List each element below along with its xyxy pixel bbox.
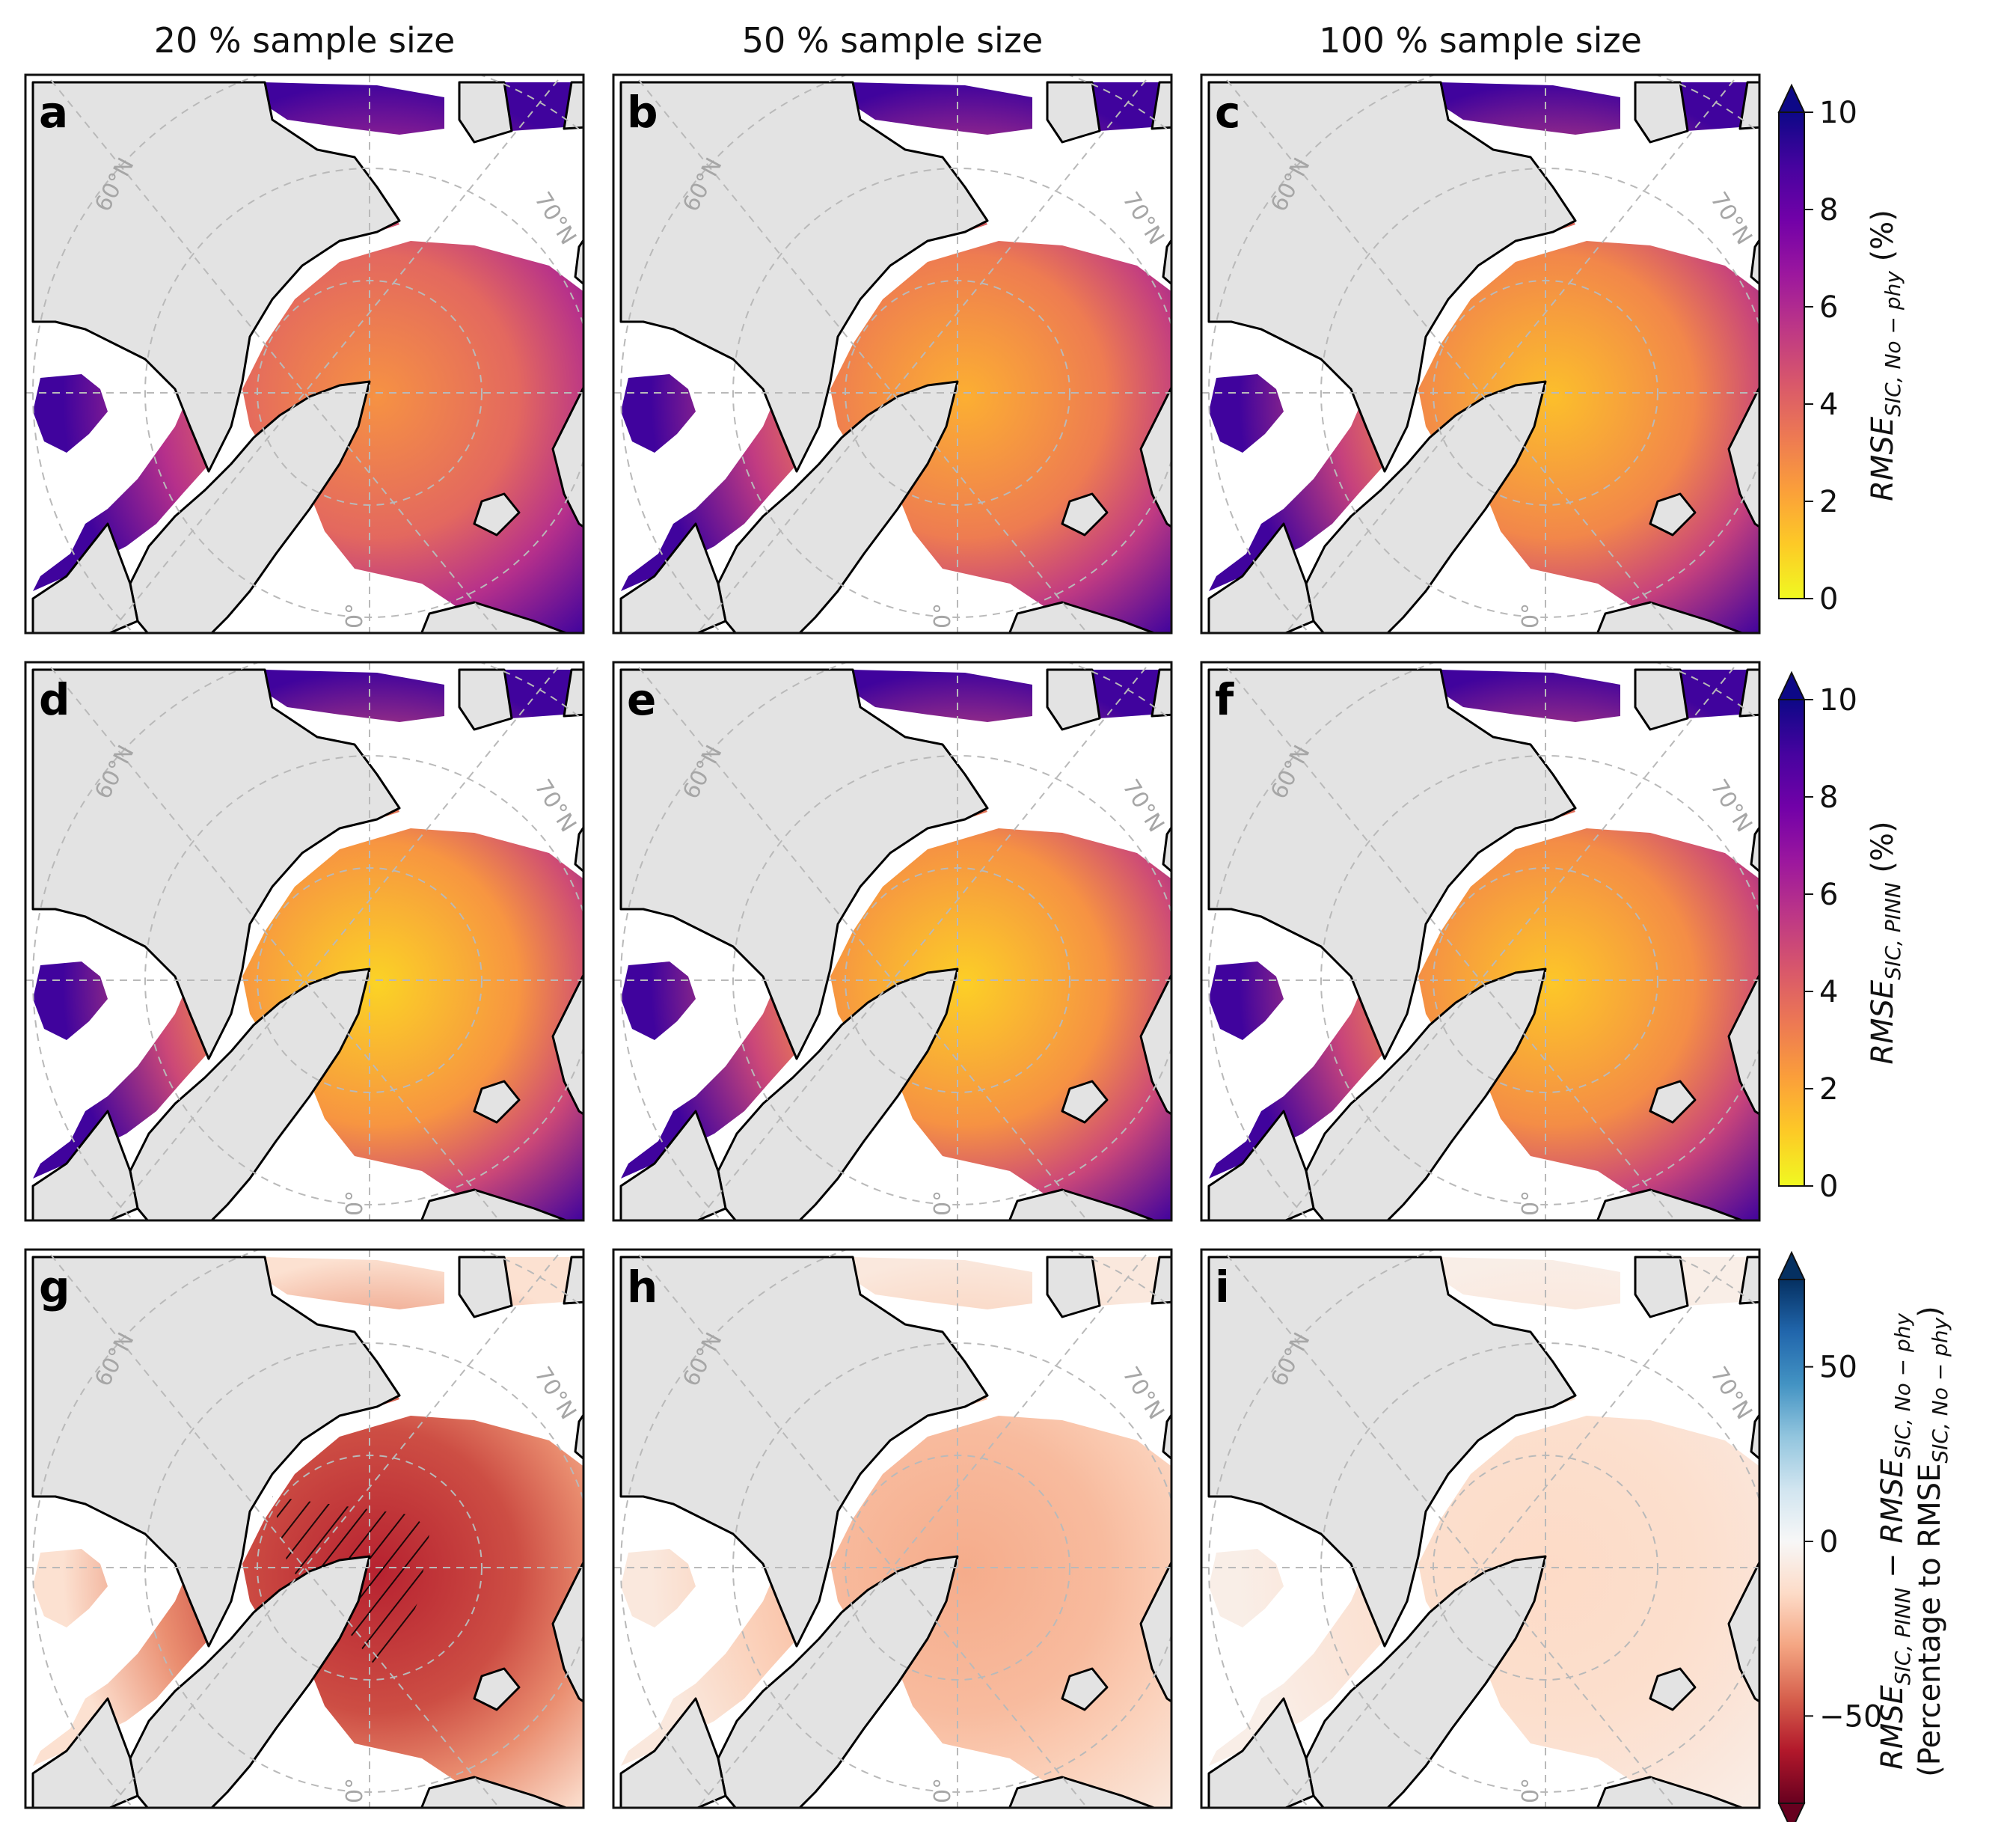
colorbar-tick-label: 8 <box>1819 193 1838 227</box>
colorbar-tick-label: 4 <box>1819 975 1838 1009</box>
panel-frame <box>612 661 1173 1222</box>
colorbar-label: RMSESIC, No − phy (%) <box>1866 210 1905 501</box>
colorbar-extend-max <box>1777 83 1806 113</box>
graticule <box>1201 1250 1759 1808</box>
graticule <box>613 1250 1171 1808</box>
colorbar-1: 0 2 4 6 8 10 RMSESIC, No − phy (%) <box>1777 83 1905 617</box>
panel-label-g: g <box>39 1262 70 1312</box>
colorbar-tick-label: 10 <box>1819 683 1857 718</box>
lon-label-0: 0° <box>342 1778 368 1803</box>
graticule <box>1201 662 1759 1220</box>
lon-label-0: 0° <box>342 603 368 629</box>
colorbar-tick-label: 0 <box>1819 582 1838 617</box>
map-content: 60°N70°N0° <box>613 662 1171 1220</box>
column-title-3: 100 % sample size <box>1319 20 1642 61</box>
map-panel-g: 60°N70°N0°g <box>24 1248 585 1809</box>
map-content: 60°N70°N0° <box>25 1250 583 1808</box>
panel-label-i: i <box>1215 1262 1230 1312</box>
map-content: 60°N70°N0° <box>613 75 1171 633</box>
colorbar-body <box>1778 111 1805 599</box>
panel-frame <box>24 1248 585 1809</box>
map-panel-f: 60°N70°N0°f <box>1200 661 1761 1222</box>
panel-frame <box>612 1248 1173 1809</box>
map-content: 60°N70°N0° <box>25 662 583 1220</box>
map-panel-c: 60°N70°N0°c <box>1200 73 1761 635</box>
colorbar-tick-label: 2 <box>1819 1072 1838 1107</box>
column-title-2: 50 % sample size <box>742 20 1044 61</box>
graticule <box>25 1250 583 1808</box>
lon-label-0: 0° <box>930 603 956 629</box>
panel-label-d: d <box>39 674 70 725</box>
lon-label-0: 0° <box>930 1190 956 1216</box>
colorbar-tick-label: 6 <box>1819 290 1838 325</box>
map-content: 60°N70°N0° <box>1201 1250 1759 1808</box>
graticule <box>25 75 583 633</box>
colorbar-tick-label: 2 <box>1819 485 1838 519</box>
panel-label-c: c <box>1215 87 1240 138</box>
colorbar-tick-label: 0 <box>1819 1170 1838 1204</box>
panel-frame <box>1200 661 1761 1222</box>
colorbar-extend-max <box>1777 1250 1806 1280</box>
panel-frame <box>24 661 585 1222</box>
colorbar-label: RMSESIC, PINN (%) <box>1866 821 1905 1064</box>
colorbar-label-line2: (Percentage to RMSESIC, No − phy) <box>1913 1306 1952 1777</box>
colorbar-tick-label: 50 <box>1819 1351 1857 1385</box>
panel-label-h: h <box>627 1262 658 1312</box>
colorbar-2: 0 2 4 6 8 10 RMSESIC, PINN (%) <box>1777 670 1905 1204</box>
graticule <box>613 75 1171 633</box>
colorbar-extend-min <box>1777 1803 1806 1822</box>
panel-label-a: a <box>39 87 68 138</box>
colorbar-label-line1: RMSESIC, PINN − RMSESIC, No − phy <box>1875 1313 1915 1770</box>
colorbar-tick-label: 4 <box>1819 388 1838 422</box>
colorbars: 0 2 4 6 8 10 RMSESIC, No − phy (%) 0 2 4 6 8 10 RMSES… <box>1777 83 1952 1822</box>
column-titles: 20 % sample size 50 % sample size 100 % sa… <box>154 20 1642 61</box>
graticule <box>613 662 1171 1220</box>
lon-label-0: 0° <box>1518 1190 1544 1216</box>
colorbar-3: −50 0 50 RMSESIC, PINN − RMSESIC, No − phy(… <box>1777 1250 1952 1822</box>
colorbar-tick-label: −50 <box>1819 1699 1882 1734</box>
map-content: 60°N70°N0° <box>1201 75 1759 633</box>
panel-frame <box>24 73 585 635</box>
map-content: 60°N70°N0° <box>25 75 583 633</box>
lon-label-0: 0° <box>1518 1778 1544 1803</box>
panel-frame <box>1200 1248 1761 1809</box>
panel-frame <box>612 73 1173 635</box>
map-panel-d: 60°N70°N0°d <box>24 661 585 1222</box>
map-panel-h: 60°N70°N0°h <box>612 1248 1173 1809</box>
colorbar-extend-max <box>1777 670 1806 700</box>
panel-label-e: e <box>627 674 656 725</box>
colorbar-tick-label: 10 <box>1819 96 1857 130</box>
panel-label-b: b <box>627 87 658 138</box>
colorbar-body <box>1778 699 1805 1187</box>
panel-frame <box>1200 73 1761 635</box>
column-title-1: 20 % sample size <box>154 20 456 61</box>
map-panel-a: 60°N70°N0°a <box>24 73 585 635</box>
graticule <box>25 662 583 1220</box>
colorbar-tick-label: 0 <box>1819 1525 1838 1559</box>
colorbar-tick-label: 6 <box>1819 878 1838 912</box>
lon-label-0: 0° <box>930 1778 956 1803</box>
colorbar-tick-label: 8 <box>1819 780 1838 815</box>
lon-label-0: 0° <box>342 1190 368 1216</box>
lon-label-0: 0° <box>1518 603 1544 629</box>
graticule <box>1201 75 1759 633</box>
panel-label-f: f <box>1215 674 1234 725</box>
colorbar-body <box>1778 1279 1805 1804</box>
map-content: 60°N70°N0° <box>613 1250 1171 1808</box>
map-panel-e: 60°N70°N0°e <box>612 661 1173 1222</box>
panels-grid: 60°N70°N0°a60°N70°N0°b60°N70°N0°c60°N70°… <box>24 73 1761 1809</box>
map-panel-b: 60°N70°N0°b <box>612 73 1173 635</box>
map-content: 60°N70°N0° <box>1201 662 1759 1220</box>
map-panel-i: 60°N70°N0°i <box>1200 1248 1761 1809</box>
